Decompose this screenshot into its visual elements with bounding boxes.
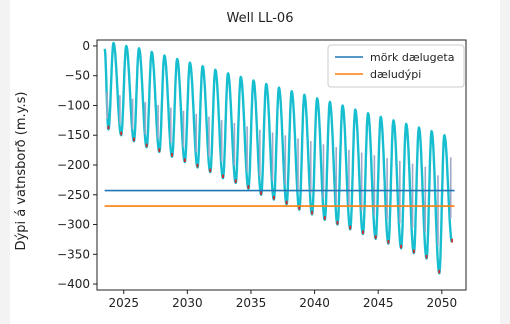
data-layer [103,41,455,275]
water-level-line [103,41,454,275]
legend-label-series-1: dæludýpi [370,68,421,81]
y-axis-label: Dýpi á vatnsborð (m.y.s) [14,92,29,251]
y-tick-label-4: −200 [57,158,90,172]
x-tick-label-2: 2035 [236,296,267,310]
x-tick-label-3: 2040 [299,296,330,310]
legend-box [327,44,465,88]
legend-label-series-0: mörk dælugeta [370,51,454,64]
chart-title: Well LL-06 [227,11,294,26]
y-tick-label-5: −250 [57,188,90,202]
y-tick-label-7: −350 [57,247,90,261]
y-tick-label-1: −50 [65,69,90,83]
y-tick-label-0: 0 [82,39,90,53]
axes-layer: 2025 2030 2035 2040 2045 2050 0 −50 −100 −150 −200… [57,39,467,310]
x-tick-label-1: 2030 [172,296,203,310]
x-tick-label-0: 2025 [108,296,139,310]
y-tick-label-8: −400 [57,277,90,291]
legend: mörk dælugeta dæludýpi [327,44,465,88]
chart-svg: 2025 2030 2035 2040 2045 2050 0 −50 −100 −150 −200… [14,11,467,310]
y-tick-label-6: −300 [57,218,90,232]
x-tick-label-4: 2045 [363,296,394,310]
y-tick-label-3: −150 [57,128,90,142]
x-tick-label-5: 2050 [427,296,458,310]
y-tick-label-2: −100 [57,98,90,112]
chart-figure: 2025 2030 2035 2040 2045 2050 0 −50 −100 −150 −200… [10,0,500,324]
